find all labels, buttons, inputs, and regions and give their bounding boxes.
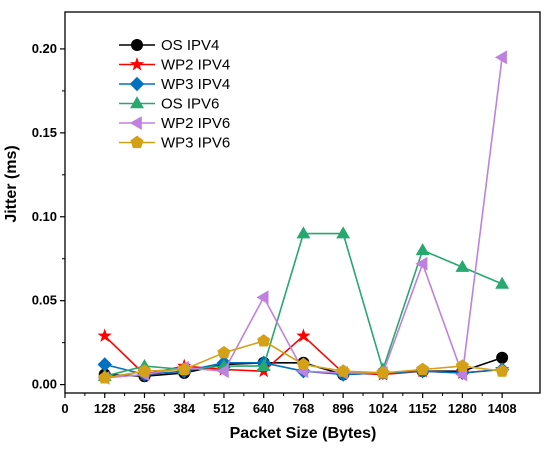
- data-point: [296, 357, 310, 371]
- data-point: [495, 364, 509, 377]
- x-tick-label: 384: [173, 401, 195, 416]
- legend-marker: [129, 116, 142, 130]
- y-tick-label: 0.20: [32, 41, 57, 56]
- series-layer: [97, 50, 510, 385]
- data-point: [97, 328, 112, 343]
- data-point: [495, 276, 510, 289]
- y-axis: 0.00 0.05 0.10 0.15 0.20: [32, 41, 65, 392]
- x-tick-label: 640: [253, 401, 275, 416]
- x-tick-label: 256: [134, 401, 156, 416]
- data-point: [416, 362, 430, 376]
- legend-label: OS IPV4: [161, 37, 219, 54]
- legend-item: WP2 IPV4: [119, 57, 230, 74]
- legend-marker: [130, 96, 144, 109]
- legend-label: WP2 IPV4: [161, 57, 230, 74]
- data-point: [177, 362, 191, 376]
- series-wp3-ipv6: [98, 334, 509, 384]
- data-point: [256, 290, 269, 305]
- data-point: [256, 358, 271, 371]
- data-point: [455, 259, 470, 272]
- legend-label: WP3 IPV6: [161, 135, 230, 152]
- legend-item: WP2 IPV6: [119, 115, 230, 132]
- data-point: [137, 364, 152, 377]
- x-tick-label: 1280: [448, 401, 477, 416]
- x-axis-title: Packet Size (Bytes): [230, 425, 377, 442]
- data-point: [98, 370, 112, 384]
- x-tick-label: 1408: [488, 401, 517, 416]
- data-point: [455, 359, 469, 372]
- legend-label: WP2 IPV6: [161, 115, 230, 132]
- plot-frame: [64, 11, 541, 394]
- legend-item: OS IPV6: [119, 96, 219, 113]
- series-line: [104, 232, 503, 377]
- legend: OS IPV4 WP2 IPV4 WP3 IPV4 OS IPV6 WP2 IPV6 WP…: [119, 37, 230, 152]
- x-tick-label: 0: [61, 401, 68, 416]
- legend-marker: [130, 135, 144, 149]
- x-tick-label: 1024: [368, 401, 398, 416]
- data-point: [415, 243, 430, 256]
- data-point: [376, 365, 390, 379]
- x-tick-label: 896: [332, 401, 354, 416]
- y-axis-title: Jitter (ms): [3, 145, 20, 222]
- x-tick-label: 128: [94, 401, 116, 416]
- legend-item: WP3 IPV6: [119, 135, 230, 152]
- data-point: [496, 351, 509, 364]
- y-tick-label: 0.05: [32, 293, 57, 308]
- data-point: [97, 357, 112, 372]
- data-point: [296, 226, 311, 239]
- x-tick-label: 1152: [409, 401, 437, 416]
- y-tick-label: 0.10: [32, 209, 57, 224]
- legend-marker: [129, 57, 145, 71]
- legend-label: OS IPV6: [161, 96, 219, 113]
- legend-marker: [131, 39, 143, 51]
- data-point: [336, 364, 350, 377]
- legend-item: WP3 IPV4: [119, 76, 230, 93]
- legend-label: WP3 IPV4: [161, 76, 230, 93]
- y-tick-label: 0.15: [32, 125, 57, 140]
- data-point: [296, 328, 311, 343]
- data-point: [415, 256, 428, 271]
- legend-item: OS IPV4: [119, 37, 219, 54]
- plot-border: [64, 11, 541, 394]
- x-tick-label: 768: [293, 401, 315, 416]
- data-point: [217, 345, 231, 359]
- x-axis: 0 128 256 384 512 640 768 896 1024 1152 1280 1408: [61, 393, 517, 416]
- x-tick-label: 512: [213, 401, 235, 416]
- data-point: [216, 364, 229, 379]
- data-point: [494, 50, 507, 65]
- data-point: [336, 226, 351, 239]
- legend-marker: [129, 76, 145, 92]
- data-point: [257, 334, 271, 347]
- y-tick-label: 0.00: [32, 377, 57, 392]
